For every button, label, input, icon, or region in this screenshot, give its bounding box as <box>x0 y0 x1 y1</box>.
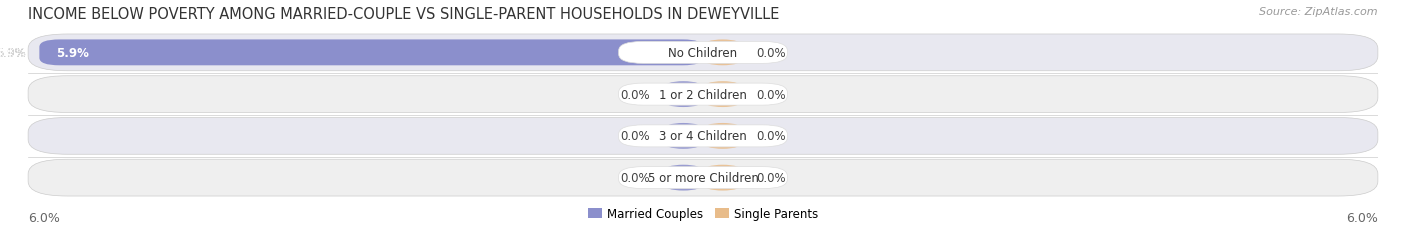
FancyBboxPatch shape <box>619 167 787 189</box>
Text: 0.0%: 0.0% <box>756 130 786 143</box>
Text: 6.0%: 6.0% <box>1346 211 1378 224</box>
FancyBboxPatch shape <box>703 123 742 149</box>
FancyBboxPatch shape <box>28 35 1378 71</box>
FancyBboxPatch shape <box>28 118 1378 155</box>
Text: 0.0%: 0.0% <box>756 171 786 184</box>
Text: 5.9%: 5.9% <box>0 47 25 60</box>
FancyBboxPatch shape <box>39 40 703 66</box>
Text: 6.0%: 6.0% <box>28 211 60 224</box>
Text: 5.9%: 5.9% <box>0 47 25 60</box>
FancyBboxPatch shape <box>664 165 703 191</box>
FancyBboxPatch shape <box>703 82 742 108</box>
Text: Source: ZipAtlas.com: Source: ZipAtlas.com <box>1260 7 1378 17</box>
FancyBboxPatch shape <box>619 84 787 106</box>
Text: No Children: No Children <box>668 47 738 60</box>
FancyBboxPatch shape <box>28 76 1378 113</box>
Text: INCOME BELOW POVERTY AMONG MARRIED-COUPLE VS SINGLE-PARENT HOUSEHOLDS IN DEWEYVI: INCOME BELOW POVERTY AMONG MARRIED-COUPL… <box>28 7 779 22</box>
Text: 0.0%: 0.0% <box>620 130 650 143</box>
FancyBboxPatch shape <box>703 40 742 66</box>
Legend: Married Couples, Single Parents: Married Couples, Single Parents <box>583 203 823 225</box>
FancyBboxPatch shape <box>28 160 1378 196</box>
Text: 5.9%: 5.9% <box>56 47 89 60</box>
Text: 1 or 2 Children: 1 or 2 Children <box>659 88 747 101</box>
Text: 0.0%: 0.0% <box>620 171 650 184</box>
Text: 0.0%: 0.0% <box>620 88 650 101</box>
FancyBboxPatch shape <box>664 123 703 149</box>
Text: 5 or more Children: 5 or more Children <box>648 171 758 184</box>
Text: 0.0%: 0.0% <box>756 88 786 101</box>
FancyBboxPatch shape <box>619 125 787 147</box>
FancyBboxPatch shape <box>664 82 703 108</box>
Text: 3 or 4 Children: 3 or 4 Children <box>659 130 747 143</box>
FancyBboxPatch shape <box>703 165 742 191</box>
Text: 0.0%: 0.0% <box>756 47 786 60</box>
FancyBboxPatch shape <box>619 42 787 64</box>
